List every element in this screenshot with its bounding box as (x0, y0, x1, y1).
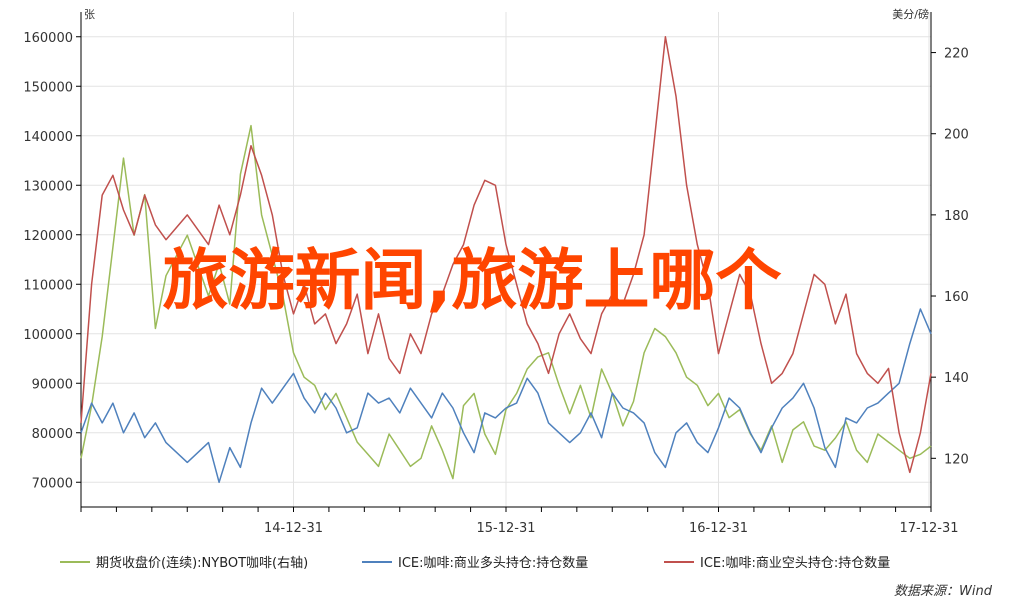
left-tick-label: 70000 (32, 476, 73, 491)
legend-label-3: ICE:咖啡:商业空头持仓:持仓数量 (700, 556, 890, 571)
legend-label-1: 期货收盘价(连续):NYBOT咖啡(右轴) (96, 555, 308, 571)
overlay-title: 旅游新闻,旅游上哪个 (162, 242, 781, 319)
left-tick-label: 110000 (23, 278, 73, 293)
gridlines (81, 12, 931, 507)
left-tick-label: 160000 (23, 31, 73, 46)
x-tick-label: 16-12-31 (689, 521, 748, 536)
series-line-3 (80, 36, 932, 474)
right-axis-unit: 美分/磅 (892, 7, 929, 21)
left-tick-label: 140000 (23, 130, 73, 145)
right-tick-label: 220 (944, 47, 969, 62)
series-line-2 (80, 308, 932, 484)
source-note: 数据来源：Wind (894, 584, 993, 599)
x-tick-label: 15-12-31 (476, 521, 535, 536)
right-tick-label: 180 (944, 209, 969, 224)
left-tick-label: 130000 (23, 179, 73, 194)
left-axis-unit: 张 (84, 8, 95, 21)
left-tick-label: 80000 (32, 427, 73, 442)
x-tick-label: 17-12-31 (899, 521, 958, 536)
right-tick-label: 200 (944, 128, 969, 143)
x-tick-label: 14-12-31 (264, 521, 323, 536)
right-tick-label: 140 (944, 371, 969, 386)
left-tick-label: 150000 (23, 80, 73, 95)
right-axis-ticks: 120 140 160 180 200 220 (931, 47, 969, 467)
legend-label-2: ICE:咖啡:商业多头持仓:持仓数量 (398, 555, 588, 571)
series-line-1 (80, 124, 932, 480)
left-tick-label: 100000 (23, 328, 73, 343)
x-axis-ticks: 14-12-31 15-12-31 16-12-31 17-12-31 (80, 507, 959, 536)
legend: 期货收盘价(连续):NYBOT咖啡(右轴) ICE:咖啡:商业多头持仓:持仓数量 I… (60, 555, 890, 571)
left-axis-ticks: 70000 80000 90000 100000 110000 120000 130000 1… (23, 31, 81, 491)
right-tick-label: 120 (944, 452, 969, 467)
series-lines (80, 36, 932, 484)
left-tick-label: 120000 (23, 229, 73, 244)
left-tick-label: 90000 (32, 377, 73, 392)
right-tick-label: 160 (944, 290, 969, 305)
